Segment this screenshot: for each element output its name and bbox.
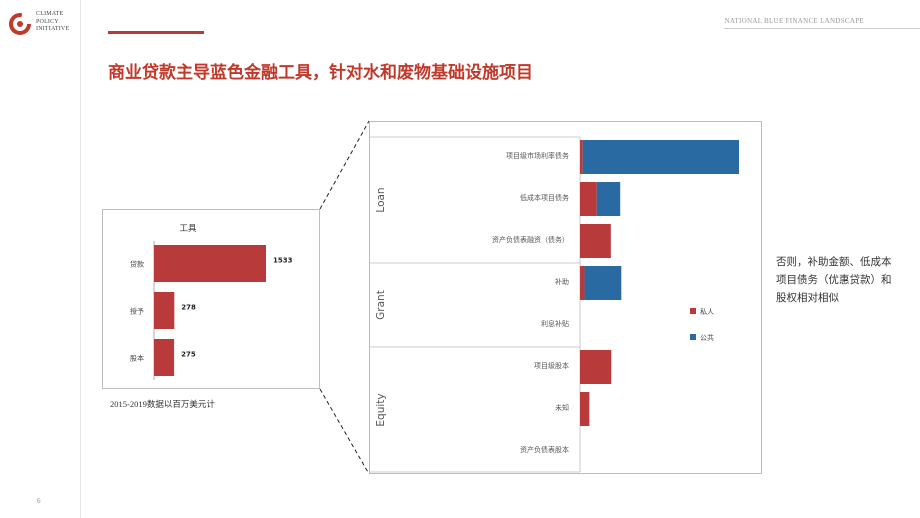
bar-1-private bbox=[580, 182, 597, 216]
header-label: NATIONAL BLUE FINANCE LANDSCAPE bbox=[724, 17, 864, 25]
data-label-0: 1533 bbox=[273, 257, 293, 265]
data-label-2: 275 bbox=[181, 351, 196, 359]
category-label-1: 低成本项目债务 bbox=[520, 193, 569, 202]
logo-line-2: POLICY bbox=[36, 18, 59, 25]
bar-2 bbox=[154, 339, 175, 376]
bar-0-public bbox=[582, 140, 739, 174]
category-label-7: 资产负债表股本 bbox=[520, 445, 569, 454]
category-label-0: 贷款 bbox=[130, 260, 144, 269]
connector-bottom bbox=[319, 388, 370, 475]
category-label-0: 项目级市场利率债务 bbox=[506, 151, 569, 160]
category-label-2: 资产负债表融资（债务） bbox=[492, 235, 569, 244]
category-label-5: 项目级股本 bbox=[534, 361, 569, 370]
category-label-6: 未知 bbox=[555, 403, 569, 412]
logo-wordmark: CLIMATE POLICY INITIATIVE bbox=[36, 11, 69, 34]
title-accent-bar bbox=[108, 31, 204, 34]
units-note: 2015-2019数据以百万美元计 bbox=[110, 399, 215, 409]
category-label-4: 利息补贴 bbox=[541, 319, 569, 328]
bar-6-private bbox=[580, 392, 590, 426]
legend-label-0: 私人 bbox=[700, 307, 714, 316]
group-label-1: Grant bbox=[375, 290, 387, 320]
page-title: 商业贷款主导蓝色金融工具，针对水和废物基础设施项目 bbox=[108, 63, 533, 83]
page-number: 6 bbox=[37, 497, 41, 505]
legend-label-1: 公共 bbox=[700, 333, 714, 342]
data-label-1: 278 bbox=[181, 304, 196, 312]
side-note: 否则，补助金额、低成本项目债务（优惠贷款）和股权相对相似 bbox=[776, 256, 892, 304]
chart-title: 工具 bbox=[179, 224, 197, 234]
page-divider bbox=[80, 0, 81, 518]
bar-3-private bbox=[580, 266, 585, 300]
subinstrument-chart-panel: Loan Grant Equity 项目级市场利率债务低成本项目债务资产负债表融资（债… bbox=[369, 121, 762, 474]
logo-dot bbox=[17, 21, 23, 27]
subinstrument-chart: Loan Grant Equity 项目级市场利率债务低成本项目债务资产负债表融资（债… bbox=[370, 136, 739, 473]
category-label-1: 授予 bbox=[130, 307, 144, 316]
bar-1-public bbox=[596, 182, 621, 216]
group-label-2: Equity bbox=[375, 393, 387, 426]
logo-line-3: INITIATIVE bbox=[36, 26, 70, 32]
cpi-logo bbox=[9, 13, 31, 35]
logo-line-1: CLIMATE bbox=[36, 11, 64, 17]
instrument-chart-panel: 工具贷款 1533 授予 278 股本 275 bbox=[102, 209, 320, 389]
category-label-3: 补助 bbox=[555, 277, 569, 286]
bar-5-private bbox=[580, 350, 612, 384]
category-label-2: 股本 bbox=[130, 354, 144, 363]
legend-swatch-1 bbox=[690, 334, 696, 340]
bar-3-public bbox=[584, 266, 622, 300]
bar-0-private bbox=[580, 140, 583, 174]
logo-ring bbox=[9, 13, 31, 35]
bar-0 bbox=[154, 245, 266, 282]
legend-swatch-0 bbox=[690, 308, 696, 314]
connector-top bbox=[319, 120, 370, 210]
bar-2-private bbox=[580, 224, 611, 258]
group-label-0: Loan bbox=[375, 187, 387, 212]
bar-1 bbox=[154, 292, 175, 329]
header-rule bbox=[724, 28, 920, 29]
